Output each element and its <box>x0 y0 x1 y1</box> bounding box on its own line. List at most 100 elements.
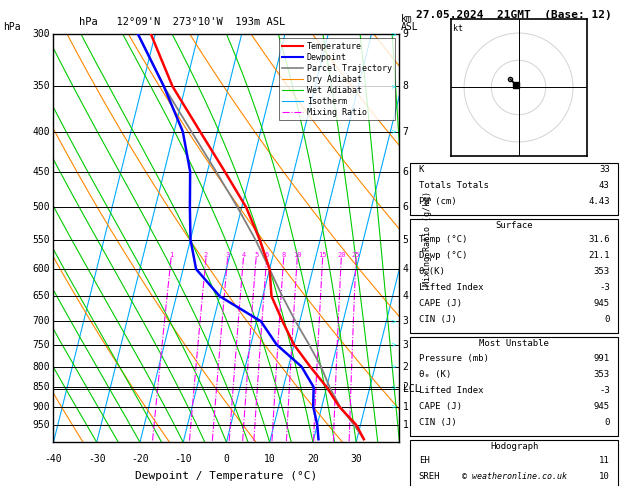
Text: 11: 11 <box>599 456 610 466</box>
Text: 0: 0 <box>604 418 610 427</box>
Text: 15: 15 <box>318 252 327 258</box>
Text: Lifted Index: Lifted Index <box>419 283 483 293</box>
Text: >: > <box>390 83 396 89</box>
Text: CIN (J): CIN (J) <box>419 315 457 325</box>
Text: 1: 1 <box>169 252 173 258</box>
Text: 10: 10 <box>264 454 276 465</box>
Text: 9: 9 <box>403 29 408 39</box>
Text: 20: 20 <box>307 454 319 465</box>
Text: >: > <box>390 318 396 324</box>
Text: 800: 800 <box>33 362 50 372</box>
Text: 6: 6 <box>265 252 269 258</box>
Text: 353: 353 <box>594 370 610 379</box>
Text: -10: -10 <box>174 454 192 465</box>
Text: -30: -30 <box>88 454 106 465</box>
Text: 945: 945 <box>594 299 610 309</box>
Text: Hodograph: Hodograph <box>490 442 538 451</box>
Text: 43: 43 <box>599 181 610 190</box>
Text: CIN (J): CIN (J) <box>419 418 457 427</box>
Text: 33: 33 <box>599 165 610 174</box>
Text: 20: 20 <box>337 252 345 258</box>
Text: © weatheronline.co.uk: © weatheronline.co.uk <box>462 472 567 481</box>
Text: 31.6: 31.6 <box>588 235 610 244</box>
Text: hPa: hPa <box>3 21 21 32</box>
Text: 450: 450 <box>33 167 50 176</box>
Text: 4: 4 <box>403 264 408 274</box>
Text: Most Unstable: Most Unstable <box>479 339 549 348</box>
Text: θₑ (K): θₑ (K) <box>419 370 451 379</box>
Text: 5: 5 <box>403 235 408 244</box>
Text: 4.43: 4.43 <box>588 197 610 206</box>
Text: 8: 8 <box>282 252 286 258</box>
Text: >: > <box>390 384 396 390</box>
Bar <box>410 337 618 436</box>
Text: 750: 750 <box>33 340 50 350</box>
Text: 1: 1 <box>403 401 408 412</box>
Text: 10: 10 <box>599 472 610 482</box>
Text: 2: 2 <box>403 382 408 392</box>
Text: CAPE (J): CAPE (J) <box>419 299 462 309</box>
Text: 25: 25 <box>352 252 360 258</box>
Text: >: > <box>390 31 396 37</box>
Text: 400: 400 <box>33 126 50 137</box>
Text: LCL: LCL <box>403 384 420 394</box>
Text: 10: 10 <box>293 252 301 258</box>
Text: SREH: SREH <box>419 472 440 482</box>
Text: Lifted Index: Lifted Index <box>419 386 483 395</box>
Text: 1: 1 <box>403 420 408 430</box>
Bar <box>410 219 618 333</box>
Text: 6: 6 <box>403 202 408 212</box>
Text: 2: 2 <box>403 362 408 372</box>
Text: Dewpoint / Temperature (°C): Dewpoint / Temperature (°C) <box>135 471 318 481</box>
Text: Surface: Surface <box>496 221 533 230</box>
Text: 350: 350 <box>33 81 50 91</box>
Text: Dewp (°C): Dewp (°C) <box>419 251 467 260</box>
Bar <box>410 440 618 486</box>
Text: 650: 650 <box>33 291 50 301</box>
Text: Temp (°C): Temp (°C) <box>419 235 467 244</box>
Text: 0: 0 <box>604 315 610 325</box>
Text: CAPE (J): CAPE (J) <box>419 402 462 411</box>
Text: 6: 6 <box>403 167 408 176</box>
Text: 300: 300 <box>33 29 50 39</box>
Text: 4: 4 <box>242 252 245 258</box>
Text: 30: 30 <box>350 454 362 465</box>
Text: 850: 850 <box>33 382 50 392</box>
Text: 945: 945 <box>594 402 610 411</box>
Text: Mixing Ratio (g/kg): Mixing Ratio (g/kg) <box>423 191 432 286</box>
Text: ASL: ASL <box>401 22 418 32</box>
Text: 991: 991 <box>594 354 610 363</box>
Text: 21.1: 21.1 <box>588 251 610 260</box>
Text: 2: 2 <box>204 252 208 258</box>
Text: 700: 700 <box>33 316 50 326</box>
Bar <box>410 163 618 215</box>
Text: km: km <box>401 15 413 24</box>
Text: 5: 5 <box>254 252 259 258</box>
Text: 0: 0 <box>223 454 230 465</box>
Text: 353: 353 <box>594 267 610 277</box>
Text: 7: 7 <box>403 126 408 137</box>
Text: 8: 8 <box>403 81 408 91</box>
Text: 4: 4 <box>403 291 408 301</box>
Legend: Temperature, Dewpoint, Parcel Trajectory, Dry Adiabat, Wet Adiabat, Isotherm, Mi: Temperature, Dewpoint, Parcel Trajectory… <box>279 38 395 121</box>
Text: >: > <box>390 129 396 135</box>
Text: 3: 3 <box>403 316 408 326</box>
Text: >: > <box>390 364 396 369</box>
Text: 950: 950 <box>33 420 50 430</box>
Text: -20: -20 <box>131 454 149 465</box>
Text: -3: -3 <box>599 386 610 395</box>
Text: EH: EH <box>419 456 430 466</box>
Text: 500: 500 <box>33 202 50 212</box>
Text: 3: 3 <box>225 252 230 258</box>
Text: K: K <box>419 165 424 174</box>
Text: 27.05.2024  21GMT  (Base: 12): 27.05.2024 21GMT (Base: 12) <box>416 10 612 20</box>
Text: >: > <box>390 403 396 410</box>
Text: >: > <box>390 342 396 347</box>
Text: 600: 600 <box>33 264 50 274</box>
Text: 3: 3 <box>403 340 408 350</box>
Text: Totals Totals: Totals Totals <box>419 181 489 190</box>
Text: -3: -3 <box>599 283 610 293</box>
Text: hPa   12°09'N  273°10'W  193m ASL: hPa 12°09'N 273°10'W 193m ASL <box>79 17 285 27</box>
Text: PW (cm): PW (cm) <box>419 197 457 206</box>
Text: -40: -40 <box>45 454 62 465</box>
